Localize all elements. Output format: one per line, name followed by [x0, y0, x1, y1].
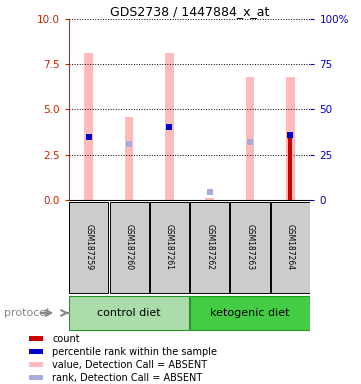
Text: control diet: control diet — [97, 308, 161, 318]
Bar — [29, 375, 43, 380]
Title: GDS2738 / 1447884_x_at: GDS2738 / 1447884_x_at — [110, 5, 269, 18]
Bar — [150, 202, 189, 293]
Text: GSM187264: GSM187264 — [286, 223, 295, 270]
Bar — [190, 202, 229, 293]
Bar — [84, 53, 93, 200]
Bar — [245, 77, 255, 200]
Bar — [29, 336, 43, 341]
Text: GSM187261: GSM187261 — [165, 224, 174, 270]
Bar — [29, 349, 43, 354]
Text: GSM187262: GSM187262 — [205, 224, 214, 270]
Text: GSM187259: GSM187259 — [84, 223, 93, 270]
Bar — [286, 77, 295, 200]
Text: rank, Detection Call = ABSENT: rank, Detection Call = ABSENT — [52, 372, 203, 382]
Bar — [190, 296, 310, 330]
Text: percentile rank within the sample: percentile rank within the sample — [52, 347, 217, 357]
Bar — [271, 202, 310, 293]
Bar — [165, 53, 174, 200]
Bar — [109, 202, 149, 293]
Bar — [69, 202, 108, 293]
Bar — [205, 197, 214, 200]
Bar — [29, 362, 43, 367]
Bar — [69, 296, 189, 330]
Bar — [230, 202, 270, 293]
Text: GSM187263: GSM187263 — [245, 223, 255, 270]
Bar — [125, 117, 134, 200]
Text: value, Detection Call = ABSENT: value, Detection Call = ABSENT — [52, 359, 208, 369]
Text: protocol: protocol — [4, 308, 49, 318]
Text: GSM187260: GSM187260 — [125, 223, 134, 270]
Bar — [288, 137, 292, 200]
Text: count: count — [52, 334, 80, 344]
Text: ketogenic diet: ketogenic diet — [210, 308, 290, 318]
